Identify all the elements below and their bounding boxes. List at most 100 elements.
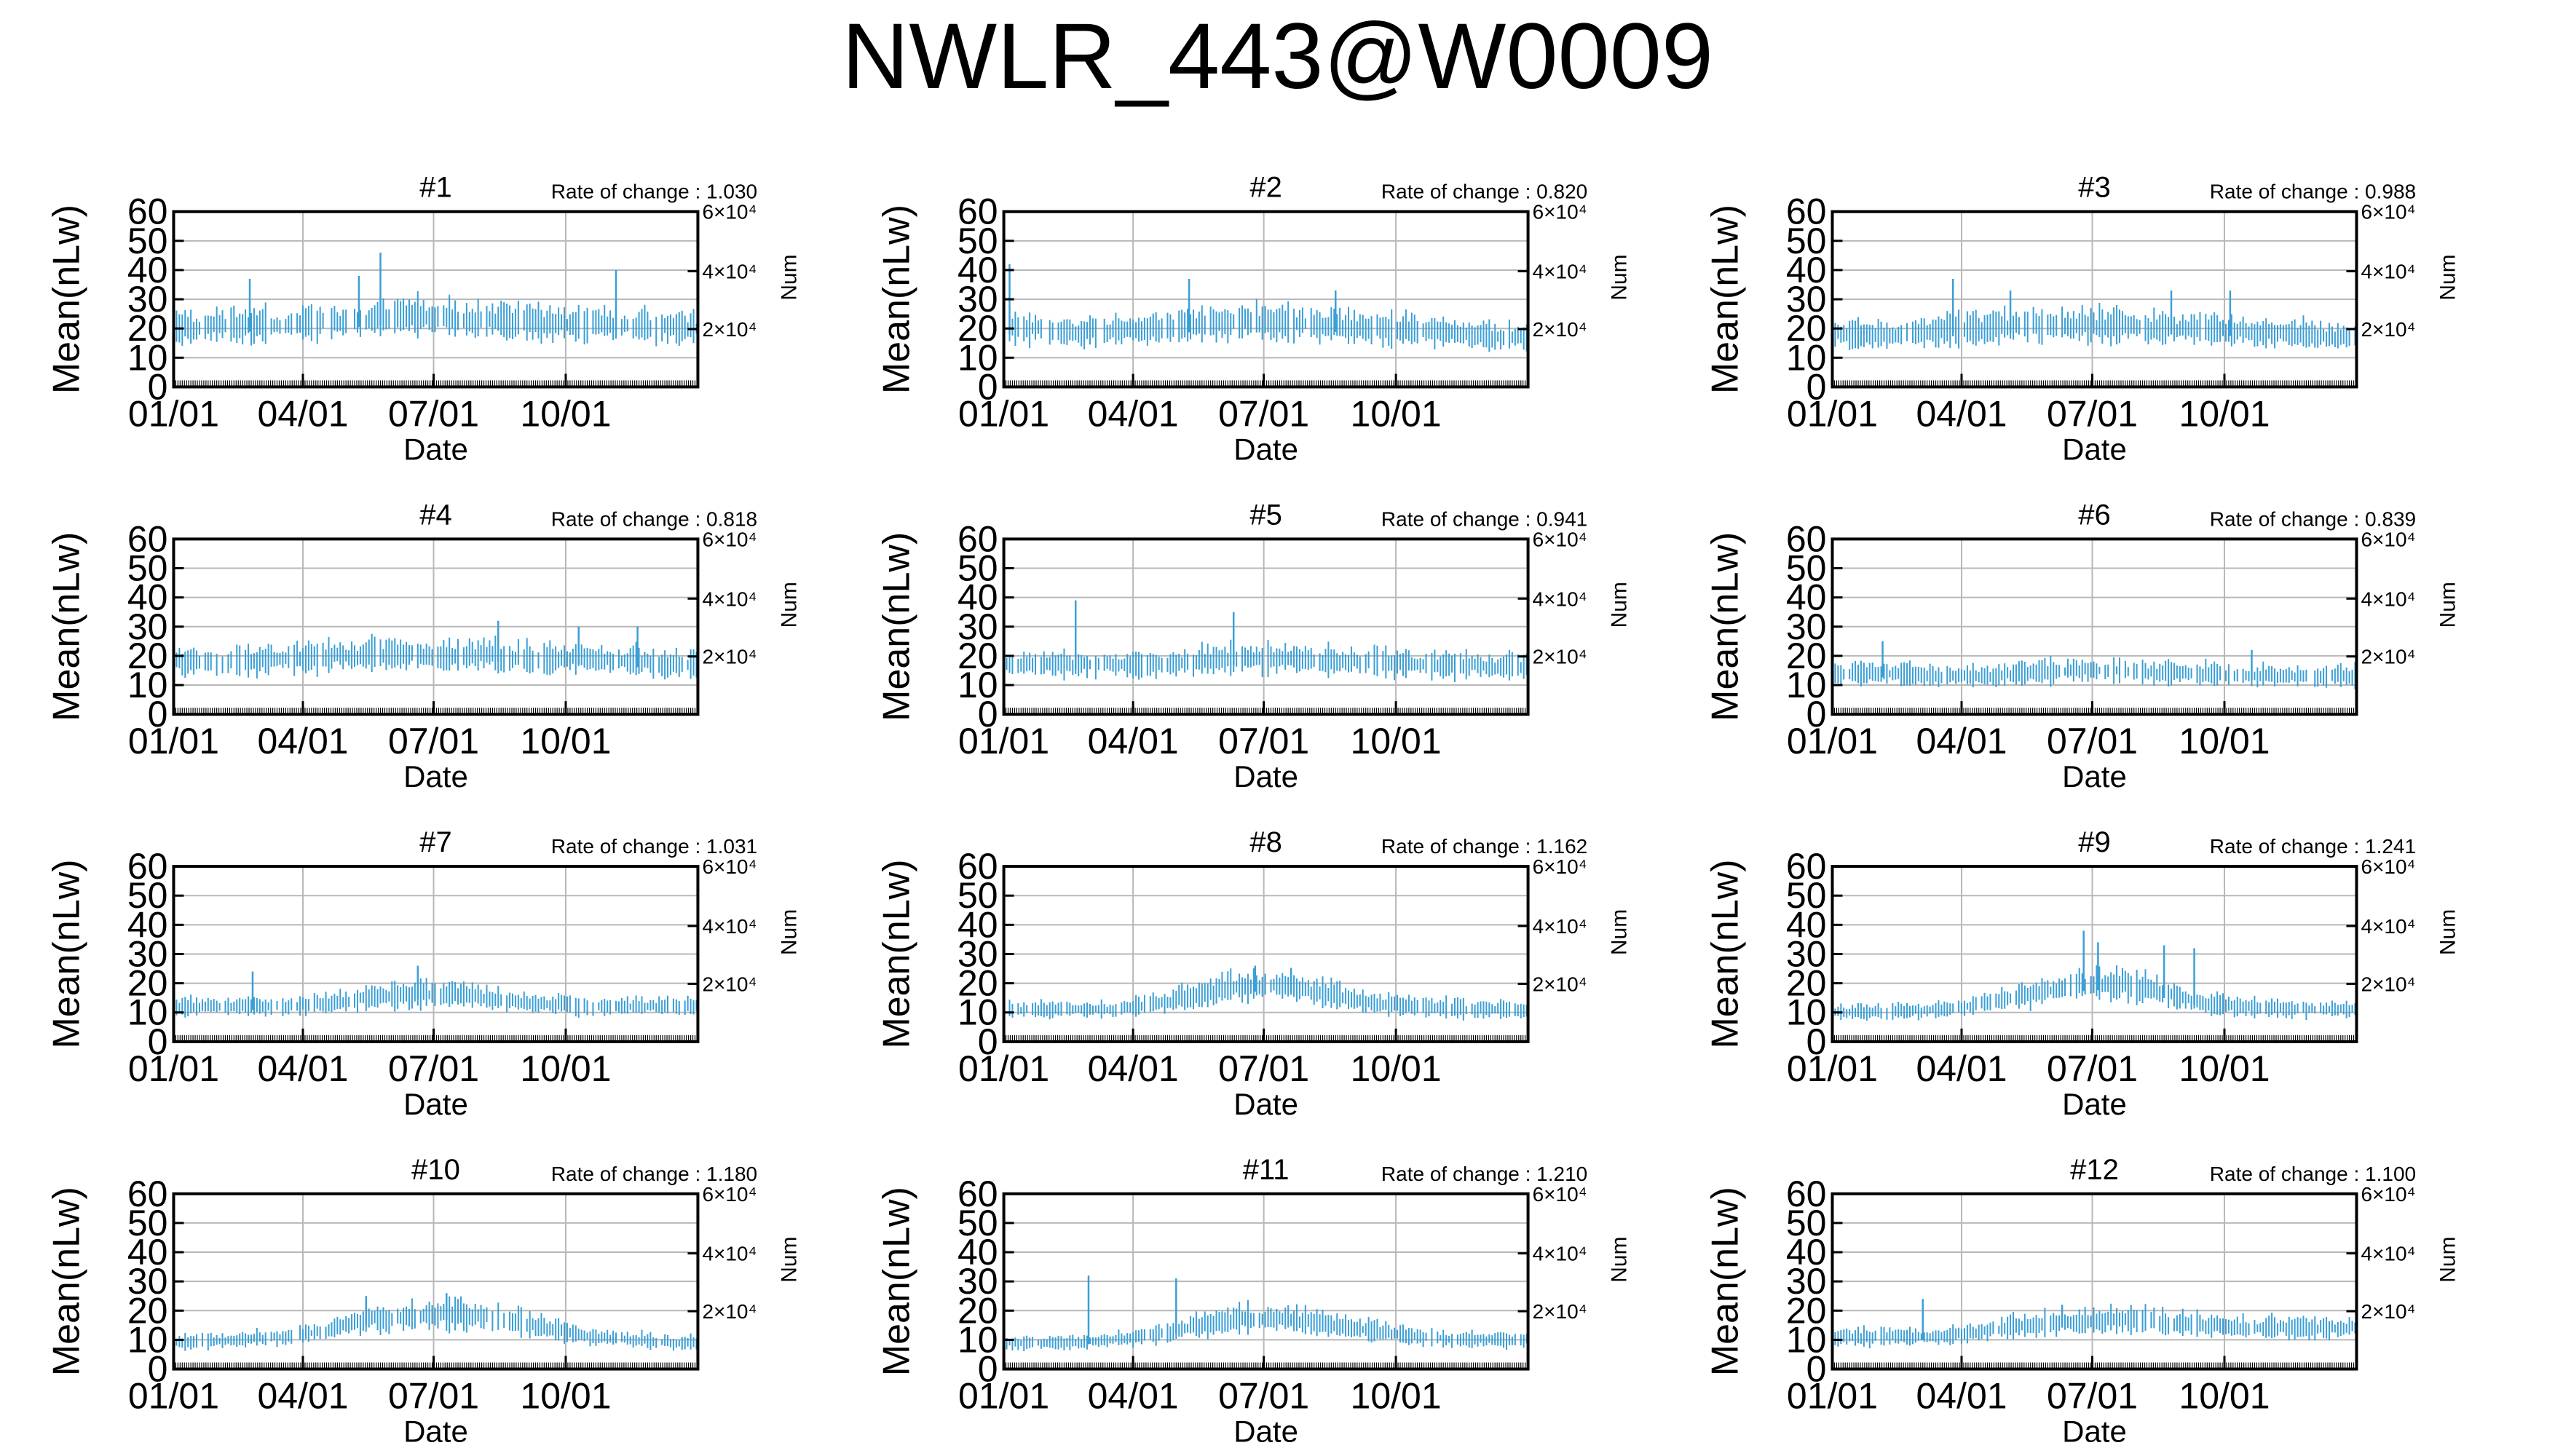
x-tick-label: 01/01 [128, 393, 219, 434]
y-tick-label: 60 [127, 846, 168, 887]
y-tick-label: 30 [957, 933, 998, 974]
y-axis-label: Mean(nLw) [1704, 205, 1746, 394]
y-tick-label: 0 [978, 1349, 998, 1390]
x-tick-label: 04/01 [1916, 393, 2007, 434]
y-axis-label: Mean(nLw) [876, 859, 918, 1048]
y-tick-label: 20 [127, 636, 168, 676]
y2-tick-label: 6×10⁴ [1533, 201, 1587, 223]
y-tick-label: 10 [957, 1319, 998, 1360]
y-tick-label: 50 [1786, 875, 1827, 916]
y2-tick-label: 4×10⁴ [2361, 915, 2415, 938]
y-tick-label: 0 [1806, 366, 1827, 407]
x-tick-label: 01/01 [1787, 393, 1878, 434]
x-tick-label: 01/01 [958, 721, 1049, 761]
y-tick-label: 10 [957, 992, 998, 1033]
panel-title: #3 [2078, 172, 2111, 204]
x-tick-label: 10/01 [1351, 721, 1442, 761]
x-tick-label: 10/01 [2179, 1048, 2270, 1089]
y2-tick-label: 2×10⁴ [1533, 973, 1587, 995]
y-tick-label: 20 [1786, 963, 1827, 1004]
y-tick-label: 10 [127, 1319, 168, 1360]
y-tick-label: 50 [127, 1203, 168, 1243]
y2-axis-label: Num [1608, 582, 1632, 628]
x-tick-label: 10/01 [1351, 393, 1442, 434]
y2-tick-label: 2×10⁴ [2361, 973, 2415, 995]
panel-title: #8 [1249, 826, 1282, 858]
x-tick-label: 04/01 [257, 393, 348, 434]
y-tick-label: 30 [1786, 606, 1827, 647]
x-tick-label: 07/01 [388, 393, 479, 434]
panel-title: #9 [2078, 826, 2111, 858]
x-tick-label: 07/01 [1218, 1048, 1309, 1089]
y-tick-label: 30 [127, 933, 168, 974]
y-tick-label: 40 [1786, 577, 1827, 618]
x-axis-label: Date [2062, 759, 2127, 794]
rate-of-change-label: Rate of change : 0.839 [2210, 507, 2416, 530]
y-tick-label: 60 [1786, 518, 1827, 559]
y-tick-label: 40 [957, 904, 998, 945]
y-tick-label: 20 [957, 963, 998, 1004]
y2-axis-label: Num [1608, 254, 1632, 300]
y2-tick-label: 6×10⁴ [702, 528, 757, 550]
y-tick-label: 40 [1786, 250, 1827, 290]
y-tick-label: 20 [127, 1290, 168, 1331]
y-tick-label: 60 [1786, 846, 1827, 887]
x-tick-label: 07/01 [388, 1376, 479, 1417]
x-tick-label: 07/01 [388, 1048, 479, 1089]
x-tick-label: 07/01 [388, 721, 479, 761]
x-tick-label: 07/01 [1218, 393, 1309, 434]
y-tick-label: 10 [1786, 665, 1827, 705]
y-axis-label: Mean(nLw) [1704, 532, 1746, 721]
y2-tick-label: 6×10⁴ [1533, 855, 1587, 878]
y2-axis-label: Num [2436, 909, 2460, 955]
rate-of-change-label: Rate of change : 1.241 [2210, 835, 2416, 858]
y-tick-label: 30 [1786, 933, 1827, 974]
y-tick-label: 20 [127, 963, 168, 1004]
y-tick-label: 60 [957, 518, 998, 559]
y-tick-label: 10 [1786, 337, 1827, 378]
y-tick-label: 50 [957, 548, 998, 589]
y-tick-label: 60 [127, 1174, 168, 1214]
y-axis-label: Mean(nLw) [45, 205, 87, 394]
x-axis-label: Date [403, 1415, 468, 1449]
x-tick-label: 01/01 [1787, 721, 1878, 761]
x-tick-label: 04/01 [1088, 721, 1179, 761]
y2-axis-label: Num [777, 1237, 801, 1283]
rate-of-change-label: Rate of change : 0.818 [551, 507, 757, 530]
y-tick-label: 30 [127, 1261, 168, 1302]
y-tick-label: 40 [957, 250, 998, 290]
y-tick-label: 30 [127, 279, 168, 320]
x-tick-label: 01/01 [128, 1376, 219, 1417]
panel-title: #10 [411, 1154, 460, 1186]
x-tick-label: 01/01 [958, 1048, 1049, 1089]
y2-tick-label: 4×10⁴ [1533, 587, 1587, 610]
y2-tick-label: 4×10⁴ [702, 261, 757, 283]
x-tick-label: 10/01 [2179, 721, 2270, 761]
y-tick-label: 40 [957, 577, 998, 618]
y2-tick-label: 4×10⁴ [2361, 587, 2415, 610]
rate-of-change-label: Rate of change : 1.180 [551, 1163, 757, 1185]
y2-axis-label: Num [1608, 909, 1632, 955]
y-tick-label: 40 [127, 904, 168, 945]
y-tick-label: 0 [978, 1021, 998, 1062]
panel-title: #7 [419, 826, 452, 858]
y2-tick-label: 2×10⁴ [702, 646, 757, 668]
y2-axis-label: Num [777, 582, 801, 628]
y-tick-label: 10 [957, 337, 998, 378]
x-tick-label: 10/01 [520, 1376, 611, 1417]
panel-title: #1 [419, 172, 452, 204]
y-axis-label: Mean(nLw) [45, 532, 87, 721]
y-tick-label: 40 [1786, 904, 1827, 945]
x-tick-label: 04/01 [257, 1048, 348, 1089]
y-tick-label: 50 [127, 548, 168, 589]
x-tick-label: 04/01 [1916, 1048, 2007, 1089]
x-tick-label: 07/01 [2047, 1048, 2138, 1089]
y-tick-label: 10 [127, 992, 168, 1033]
panel-title: #5 [1249, 499, 1282, 531]
